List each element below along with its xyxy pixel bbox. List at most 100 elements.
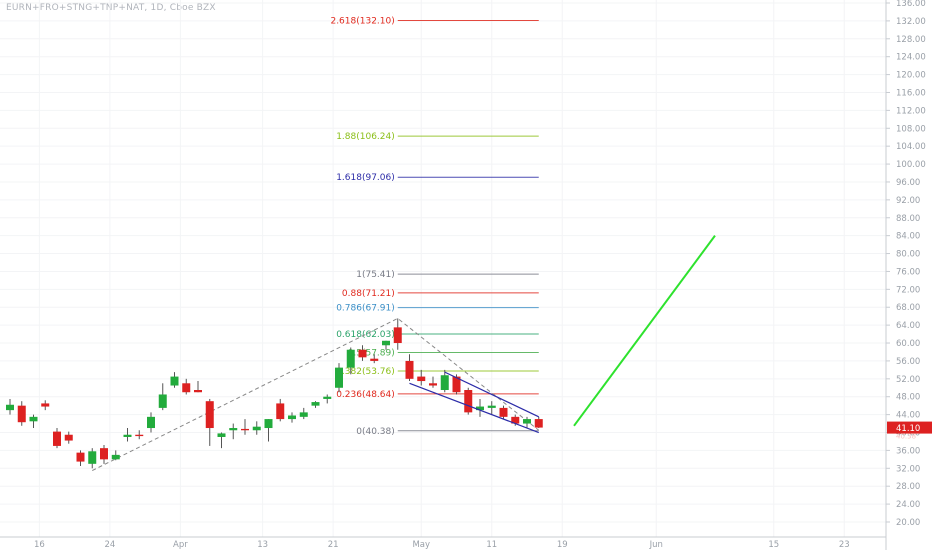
candle-body (41, 403, 50, 407)
candle-body (64, 434, 73, 441)
price-tick-label: 96.00 (896, 178, 920, 188)
last-price-label: 41.10 (896, 424, 920, 434)
time-tick-label: Jun (649, 540, 663, 550)
candle-body (346, 349, 355, 368)
candle-body (147, 416, 155, 429)
price-tick-label: 52.00 (896, 375, 920, 385)
candle-body (335, 367, 343, 388)
candle-body (288, 415, 296, 420)
price-tick-label: 76.00 (896, 267, 920, 277)
candle-body (170, 376, 179, 386)
price-tick-label: 108.00 (896, 124, 926, 134)
price-tick-label: 136.00 (896, 0, 926, 9)
candle-body (135, 434, 144, 437)
candle-body (393, 327, 402, 344)
price-tick-label: 24.00 (896, 500, 920, 510)
price-tick-label: 112.00 (896, 106, 926, 116)
symbol-interval: 1D (150, 3, 164, 13)
channel-upper-line (444, 371, 540, 418)
candle-body (534, 419, 543, 428)
price-tick-label: 128.00 (896, 35, 926, 45)
price-tick-label: 20.00 (896, 518, 920, 528)
candle-body (511, 416, 520, 424)
fib-level-label: 0(40.38) (356, 427, 395, 437)
fib-level-label: 0.236(48.64) (336, 390, 395, 400)
price-tick-label: 64.00 (896, 321, 920, 331)
time-tick-label: 24 (104, 540, 115, 550)
price-tick-label: 104.00 (896, 142, 926, 152)
price-tick-label: 88.00 (896, 214, 920, 224)
candle-body (299, 412, 308, 417)
price-tick-label: 124.00 (896, 53, 926, 63)
candle-body (476, 406, 484, 411)
candle-body (358, 349, 367, 358)
fib-level-label: 1.88(106.24) (336, 132, 395, 142)
time-tick-label: 19 (557, 540, 568, 550)
time-tick-label: 21 (328, 540, 339, 550)
price-tick-label: 44.00 (896, 411, 920, 421)
candle-body (100, 448, 108, 460)
fib-level-label: 2.618(132.10) (330, 16, 394, 26)
fib-level-label: 0.382(53.76) (336, 367, 395, 377)
price-tick-label: 100.00 (896, 160, 926, 170)
candle-body (241, 428, 249, 431)
time-tick-label: 16 (34, 540, 45, 550)
candles (6, 318, 543, 469)
candle-body (194, 390, 202, 393)
fib-level-label: 0.5(57.89) (348, 348, 395, 358)
price-tick-label: 116.00 (896, 88, 926, 98)
price-tick-label: 72.00 (896, 285, 920, 295)
candle-body (311, 402, 320, 406)
candle-body (88, 451, 97, 464)
candle-body (405, 360, 414, 379)
time-tick-label: 13 (257, 540, 268, 550)
candle-body (29, 416, 38, 422)
candle-body (382, 340, 390, 346)
last-price-sublabel: 40.38 (896, 433, 916, 441)
candle-body (53, 431, 61, 446)
candle-body (417, 376, 426, 382)
candle-body (440, 375, 449, 391)
projection-line (573, 235, 716, 427)
grid-lines (0, 0, 886, 537)
price-tick-label: 92.00 (896, 196, 920, 206)
price-tick-label: 36.00 (896, 446, 920, 456)
price-tick-label: 28.00 (896, 482, 920, 492)
price-tick-label: 32.00 (896, 464, 920, 474)
price-tick-label: 56.00 (896, 357, 920, 367)
symbol-exchange: Cboe BZX (169, 3, 216, 13)
fib-level-label: 0.786(67.91) (336, 304, 395, 314)
candle-body (76, 452, 85, 462)
time-axis: 16 24 Apr 13 21 May 11 19 Jun 15 23 (0, 536, 886, 550)
candle-body (487, 405, 496, 408)
time-tick-label: 15 (768, 540, 779, 550)
candle-body (17, 405, 26, 423)
symbol-title: EURN+FRO+STNG+TNP+NAT, 1D, Cboe BZX (6, 3, 216, 13)
candle-body (452, 376, 461, 393)
price-tick-label: 68.00 (896, 303, 920, 313)
time-tick-label: 23 (839, 540, 850, 550)
candle-body (158, 394, 167, 408)
price-tick-label: 48.00 (896, 393, 920, 403)
symbol-name: EURN+FRO+STNG+TNP+NAT (6, 3, 145, 13)
candle-body (276, 403, 285, 420)
fib-level-label: 1.618(97.06) (336, 173, 395, 183)
candle-body (370, 358, 379, 361)
zigzag-line (92, 317, 540, 471)
fib-retracement: 0(40.38) 0.236(48.64) 0.382(53.76) 0.5(57.8… (330, 16, 539, 437)
time-tick-label: Apr (173, 540, 188, 550)
price-tick-label: 60.00 (896, 339, 920, 349)
candle-body (264, 419, 273, 429)
fib-level-label: 0.618(62.03) (336, 330, 395, 340)
last-price-tag (887, 421, 932, 434)
price-tick-label: 80.00 (896, 250, 920, 260)
candle-body (464, 390, 473, 413)
candle-body (182, 383, 191, 393)
price-tick-label: 120.00 (896, 71, 926, 81)
time-tick-label: 11 (486, 540, 497, 550)
candle-body (252, 426, 261, 431)
candle-body (323, 396, 332, 399)
price-axis: 20.0024.0028.0032.0036.0040.0044.0048.00… (885, 0, 926, 550)
candle-body (123, 434, 132, 437)
